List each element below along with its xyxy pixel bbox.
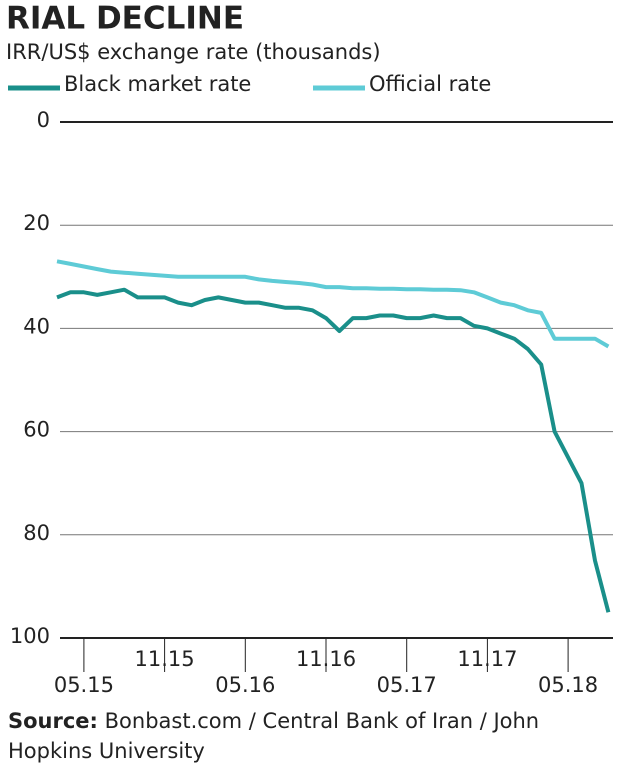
x-tick-label: 05.15 [54, 673, 114, 697]
y-tick-label: 20 [23, 211, 50, 235]
x-tick-label: 05.18 [538, 673, 598, 697]
chart: RIAL DECLINE IRR/US$ exchange rate (thou… [6, 1, 613, 697]
y-tick-label: 80 [23, 521, 50, 545]
y-tick-label: 100 [10, 624, 50, 648]
x-tick-label: 11.16 [296, 647, 356, 671]
x-tick-label: 05.17 [377, 673, 437, 697]
y-tick-label: 0 [37, 108, 50, 132]
source-note: Source: Bonbast.com / Central Bank of Ir… [8, 706, 618, 766]
source-text: Bonbast.com / Central Bank of Iran / Joh… [8, 709, 540, 763]
source-label: Source: [8, 709, 98, 733]
data-line [56, 259, 610, 349]
chart-title: RIAL DECLINE [6, 1, 244, 37]
x-tick-label: 11.15 [135, 647, 195, 671]
legend-label: Black market rate [64, 72, 251, 96]
legend-label: Official rate [369, 72, 491, 96]
x-tick-label: 05.16 [215, 673, 275, 697]
chart-subtitle: IRR/US$ exchange rate (thousands) [6, 40, 381, 64]
x-tick-label: 11.17 [457, 647, 517, 671]
data-line [56, 287, 611, 613]
y-tick-label: 40 [23, 314, 50, 338]
y-tick-label: 60 [23, 418, 50, 442]
